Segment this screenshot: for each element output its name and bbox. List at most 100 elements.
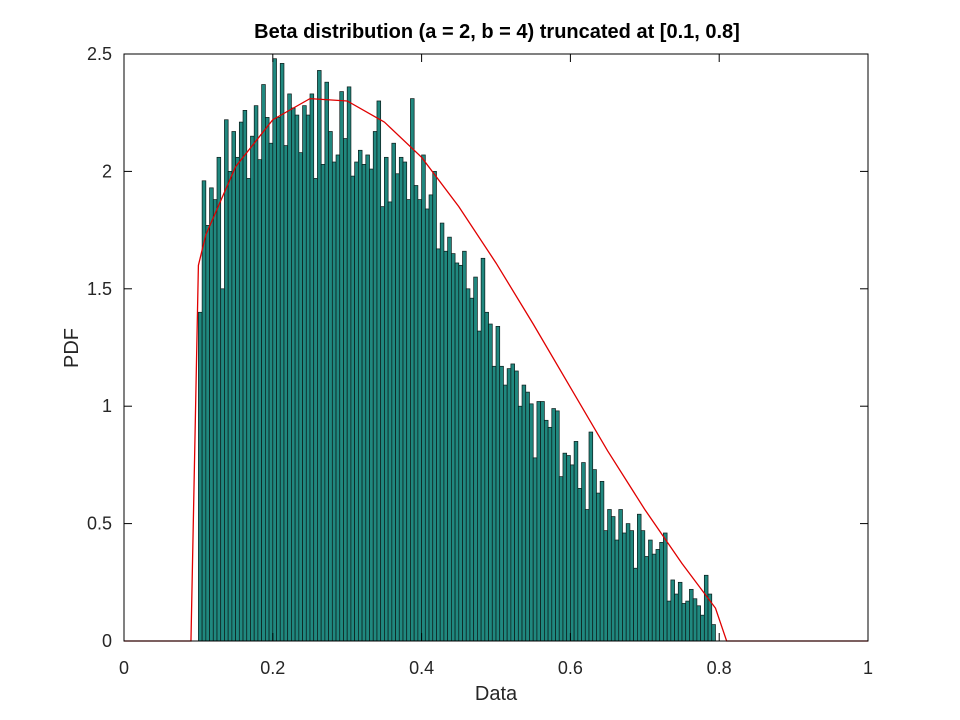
histogram-bar xyxy=(272,58,277,642)
histogram-bar xyxy=(618,509,623,642)
histogram-bar xyxy=(477,330,482,642)
histogram-bar xyxy=(588,431,594,642)
histogram-bar xyxy=(328,131,333,642)
histogram-bar xyxy=(577,488,582,642)
histogram-bar xyxy=(268,142,274,642)
histogram-bar xyxy=(387,201,393,642)
histogram-bar xyxy=(302,105,307,642)
histogram-bar xyxy=(525,391,530,642)
histogram-bar xyxy=(462,250,467,642)
y-tick-label: 1.5 xyxy=(87,279,112,299)
histogram-bar xyxy=(629,530,634,642)
histogram-bar xyxy=(562,452,568,642)
y-tick-label: 2 xyxy=(102,161,112,181)
histogram-bar xyxy=(447,236,452,642)
histogram-bar xyxy=(529,403,534,642)
histogram-bar xyxy=(305,114,311,642)
histogram-bar xyxy=(633,567,638,642)
histogram-bar xyxy=(361,164,367,642)
histogram-bar xyxy=(555,410,560,642)
histogram-bar xyxy=(622,532,627,642)
x-axis-ticks: 0 0.2 0.4 0.6 0.8 1 xyxy=(119,54,873,678)
histogram-bar xyxy=(488,323,493,642)
histogram-bar xyxy=(212,199,218,642)
histogram-bar xyxy=(510,363,515,642)
histogram-bar xyxy=(242,109,248,642)
histogram-bar xyxy=(380,206,385,642)
histogram-bar xyxy=(205,225,210,642)
histogram-bar xyxy=(558,476,564,642)
histogram-bar xyxy=(313,178,318,642)
histogram-bar xyxy=(570,464,575,642)
histogram-bar xyxy=(395,173,400,642)
histogram-bar xyxy=(551,408,556,642)
histogram-bar xyxy=(413,185,419,642)
histogram-bar xyxy=(283,145,289,642)
histogram-bar xyxy=(614,539,620,642)
histogram-bar xyxy=(625,523,631,642)
histogram-bar xyxy=(480,257,486,642)
histogram-bar xyxy=(436,248,441,642)
histogram-bar xyxy=(265,117,270,642)
histogram-bar xyxy=(700,614,705,642)
histogram-bar xyxy=(231,131,236,642)
histogram-bar xyxy=(246,178,251,642)
histogram-bar xyxy=(506,368,512,642)
histogram-bar xyxy=(599,480,605,642)
histogram-bar xyxy=(674,593,679,642)
histogram-bar xyxy=(384,156,389,642)
histogram-bar xyxy=(711,624,716,642)
histogram-bar xyxy=(663,532,668,642)
histogram-bar xyxy=(339,91,344,642)
histogram-bar xyxy=(685,600,690,642)
histogram-bar xyxy=(644,556,649,642)
histogram-bar xyxy=(402,161,408,642)
histogram-bar xyxy=(417,199,422,642)
histogram-bar xyxy=(354,161,359,642)
histogram-bar xyxy=(592,469,597,642)
histogram-bar xyxy=(287,93,292,642)
histogram-bar xyxy=(503,384,508,642)
histogram-bar xyxy=(637,513,642,642)
histogram-bar xyxy=(276,117,281,642)
histogram-bar xyxy=(696,605,701,642)
histogram-bar xyxy=(320,164,326,642)
histogram-bar xyxy=(499,365,504,642)
histogram-bar xyxy=(703,574,709,642)
histogram-bar xyxy=(372,131,378,642)
histogram-bar xyxy=(294,114,300,642)
pdf-line xyxy=(124,97,868,642)
histogram-bar xyxy=(220,288,225,642)
histogram-bar xyxy=(651,553,657,642)
histogram-bar xyxy=(391,142,396,642)
histogram-bar xyxy=(428,194,434,642)
y-tick-label: 0.5 xyxy=(87,514,112,534)
x-tick-label: 0 xyxy=(119,658,129,678)
histogram-bar xyxy=(346,86,352,642)
histogram-bar xyxy=(317,70,322,642)
chart-title: Beta distribution (a = 2, b = 4) truncat… xyxy=(254,21,740,43)
y-tick-label: 2.5 xyxy=(87,44,112,64)
histogram-bar xyxy=(514,370,519,642)
histogram-bar xyxy=(536,401,541,642)
histogram-bar xyxy=(291,107,296,642)
histogram-bar xyxy=(398,156,404,642)
histogram-bar xyxy=(681,603,687,642)
histogram-bar xyxy=(566,455,571,642)
histogram-bar xyxy=(224,119,229,642)
histogram-bar xyxy=(250,135,255,642)
histogram-bar xyxy=(209,187,214,642)
histogram-bar xyxy=(235,156,240,642)
x-tick-label: 0.4 xyxy=(409,658,434,678)
x-tick-label: 0.8 xyxy=(707,658,732,678)
pdf-curve-layer xyxy=(124,97,868,642)
x-tick-label: 1 xyxy=(863,658,873,678)
histogram-bar xyxy=(424,208,430,642)
histogram-bar xyxy=(648,539,653,642)
histogram-bar xyxy=(670,579,675,642)
y-tick-label: 0 xyxy=(102,631,112,651)
histogram-bar xyxy=(238,121,244,642)
histogram-bar xyxy=(473,276,478,642)
histogram-bar xyxy=(521,384,527,642)
